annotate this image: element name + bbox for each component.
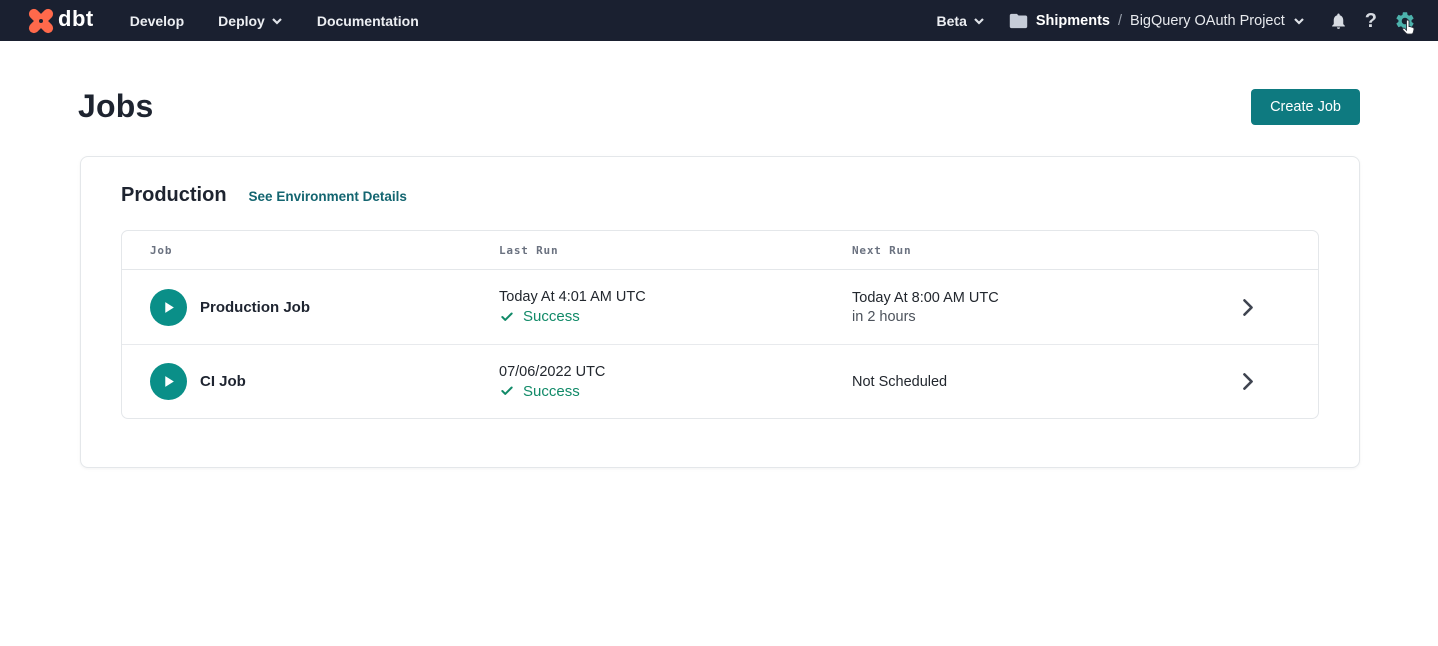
jobs-table: Job Last Run Next Run Production Job Tod…: [121, 230, 1319, 419]
chevron-down-icon: [272, 17, 282, 25]
create-job-button[interactable]: Create Job: [1251, 88, 1360, 125]
page-header: Jobs Create Job: [0, 88, 1438, 125]
next-run-time: Not Scheduled: [852, 373, 948, 390]
chevron-right-icon[interactable]: [1241, 372, 1255, 391]
nav-item-documentation[interactable]: Documentation: [316, 12, 419, 29]
page-title: Jobs: [78, 88, 154, 124]
run-job-button[interactable]: [150, 363, 187, 400]
main-menu: Develop Deploy Documentation: [130, 13, 419, 29]
table-row[interactable]: Production Job Today At 4:01 AM UTC Succ…: [122, 270, 1318, 344]
help-icon[interactable]: ?: [1364, 9, 1377, 32]
column-header-job: Job: [150, 243, 173, 257]
status-badge: Success: [523, 382, 580, 400]
run-job-button[interactable]: [150, 288, 187, 326]
next-run-note: in 2 hours: [852, 308, 916, 325]
environment-card: Production See Environment Details Job L…: [80, 156, 1360, 468]
account-name: Shipments: [1035, 12, 1110, 29]
column-header-next-run: Next Run: [852, 243, 912, 257]
play-icon: [165, 301, 174, 313]
chevron-down-icon: [974, 17, 984, 25]
last-run-time: Today At 4:01 AM UTC: [499, 289, 646, 305]
dbt-logo-icon: [26, 6, 56, 36]
see-environment-details-link[interactable]: See Environment Details: [248, 189, 407, 204]
top-navigation: dbt Develop Deploy Documentation Beta Sh…: [0, 0, 1438, 41]
nav-item-deploy[interactable]: Deploy: [218, 13, 283, 29]
breadcrumb-separator: /: [1118, 12, 1123, 29]
check-icon: [501, 312, 513, 321]
table-header-row: Job Last Run Next Run: [122, 231, 1318, 270]
check-icon: [501, 386, 513, 395]
environment-name: Production: [121, 184, 227, 206]
status-badge: Success: [523, 308, 580, 325]
chevron-right-icon[interactable]: [1241, 298, 1255, 317]
project-selector[interactable]: Shipments / BigQuery OAuth Project: [1009, 13, 1305, 29]
folder-icon: [1009, 13, 1028, 28]
job-name: Production Job: [200, 298, 310, 316]
beta-dropdown[interactable]: Beta: [937, 13, 985, 29]
chevron-down-icon: [1294, 17, 1304, 25]
job-name: CI Job: [200, 373, 246, 390]
dbt-logo[interactable]: dbt: [26, 6, 94, 36]
project-name: BigQuery OAuth Project: [1130, 12, 1285, 29]
table-row[interactable]: CI Job 07/06/2022 UTC Success Not Schedu…: [122, 344, 1318, 418]
column-header-last-run: Last Run: [499, 243, 559, 257]
dbt-logo-text: dbt: [58, 5, 94, 31]
nav-item-develop[interactable]: Develop: [129, 12, 185, 29]
next-run-time: Today At 8:00 AM UTC: [852, 289, 999, 306]
bell-icon[interactable]: [1329, 11, 1348, 31]
mouse-cursor: [1402, 18, 1415, 34]
play-icon: [165, 376, 174, 387]
last-run-time: 07/06/2022 UTC: [499, 363, 606, 380]
